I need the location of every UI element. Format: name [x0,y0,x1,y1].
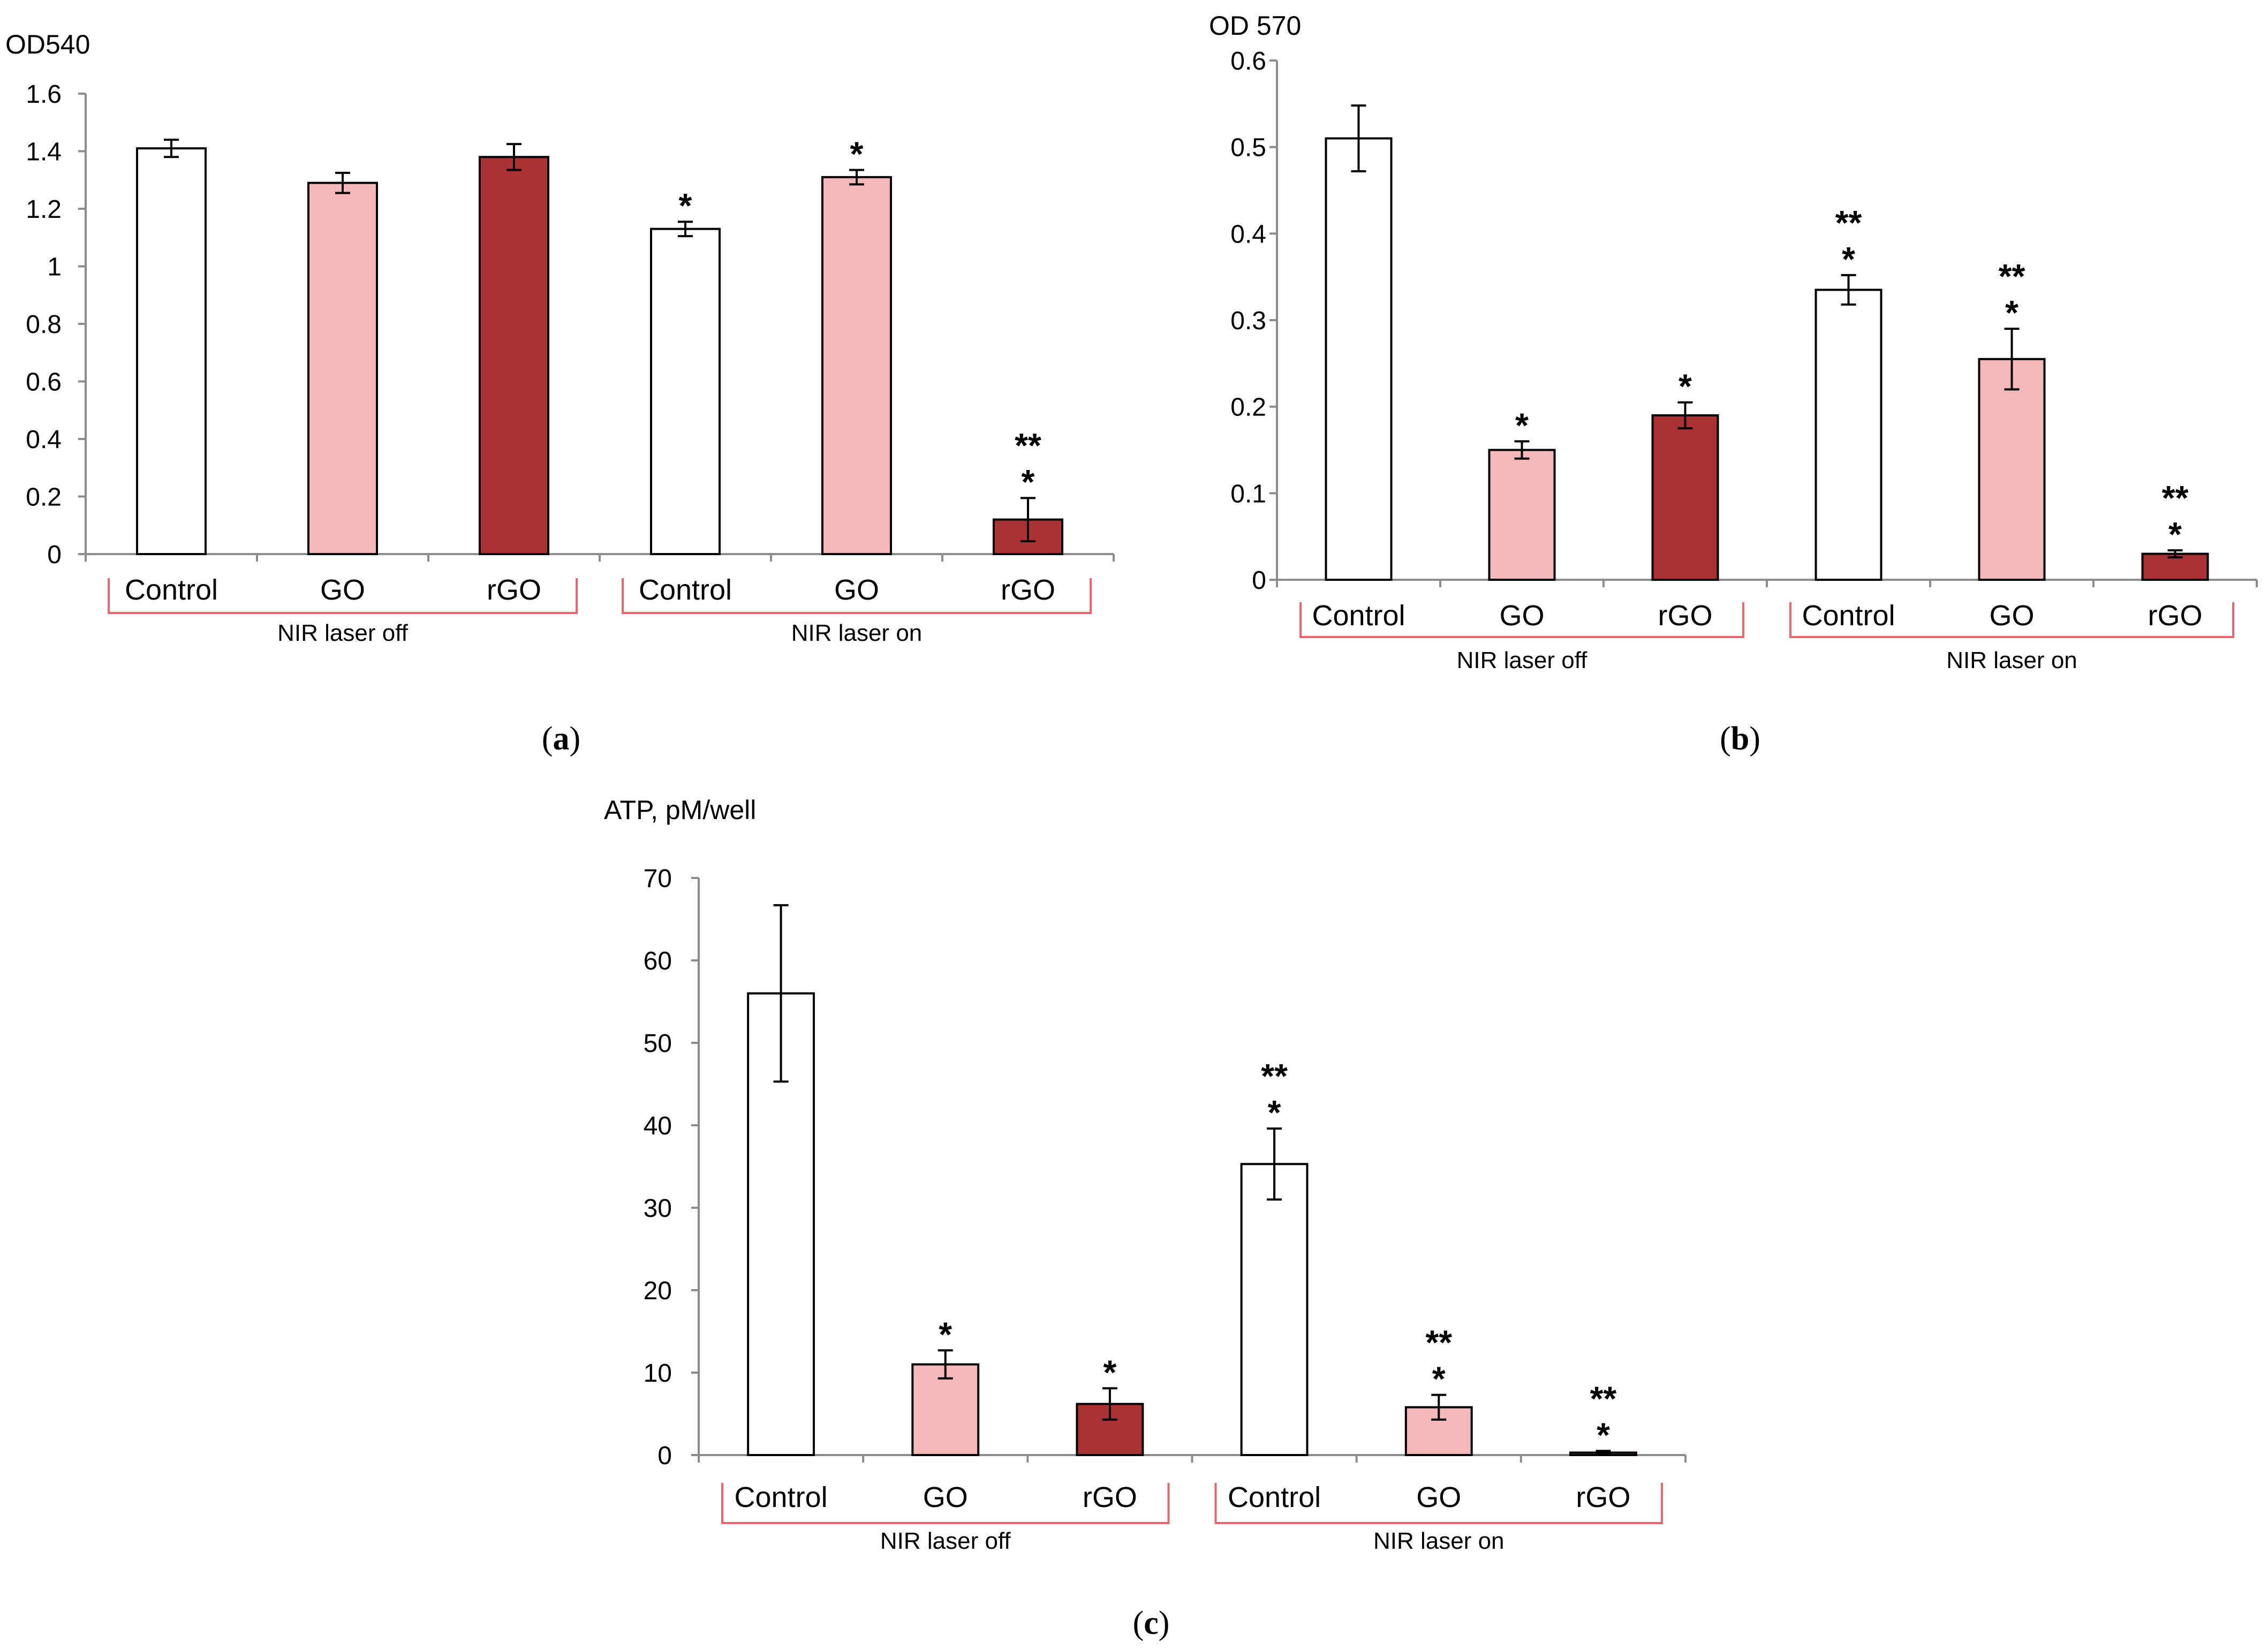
significance-c-3-1: * [1268,1093,1281,1132]
significance-b-3-0: ** [1835,203,1862,242]
significance-c-1-0: * [939,1315,952,1353]
category-label-c-0: Control [735,1481,828,1513]
y-tick-label-b-3: 0.3 [1230,307,1266,335]
y-axis-title-c: ATP, pM/well [604,795,756,825]
significance-c-4-0: ** [1425,1323,1452,1362]
category-label-c-4: GO [1416,1481,1461,1513]
y-tick-label-b-2: 0.2 [1230,393,1266,422]
y-tick-label-a-5: 1 [47,253,62,282]
category-label-a-3: Control [639,574,732,606]
category-label-a-2: rGO [487,574,541,606]
panel-label-a: (a) [542,721,580,757]
category-label-b-1: GO [1499,600,1544,632]
group-bracket-a-1 [622,578,1092,614]
bar-c-3 [1240,1163,1309,1456]
significance-b-2-0: * [1679,367,1692,406]
y-axis-title-a: OD540 [5,29,90,59]
bar-b-3 [1815,289,1883,581]
category-label-b-5: rGO [2148,600,2203,632]
significance-b-5-1: * [2168,515,2182,554]
y-tick-label-a-6: 1.2 [26,195,62,224]
y-tick-label-a-0: 0 [47,541,62,569]
category-label-a-1: GO [320,574,365,606]
y-axis-title-b: OD 570 [1209,11,1301,41]
significance-c-2-0: * [1103,1353,1116,1391]
panel-a-chart: OD540 0 0.2 0.4 0.6 0.8 1 1.2 1.4 1.6 Control GO rGO… [5,29,1115,646]
category-label-c-5: rGO [1576,1481,1630,1513]
group-bracket-c-1 [1214,1483,1663,1524]
significance-c-4-1: * [1432,1360,1446,1398]
category-label-a-0: Control [125,574,218,606]
group-label-a-1: NIR laser on [791,620,923,646]
y-tick-label-b-1: 0.1 [1230,480,1266,508]
category-label-c-2: rGO [1083,1481,1137,1513]
bar-b-4 [1978,358,2046,581]
bar-b-0 [1325,137,1393,581]
significance-b-5-0: ** [2162,479,2189,517]
y-tick-label-a-4: 0.8 [26,310,62,339]
y-tick-label-b-0: 0 [1252,566,1266,595]
y-tick-label-b-5: 0.5 [1230,134,1266,162]
category-label-a-5: rGO [1001,574,1055,606]
y-tick-label-b-6: 0.6 [1230,47,1266,75]
significance-b-4-1: * [2005,293,2018,332]
bar-a-4 [821,176,892,555]
bar-a-0 [136,147,207,555]
panel-c-chart: ATP, pM/well 0 10 20 30 40 50 60 70 Control * GO * rG… [604,795,1687,1554]
bar-a-2 [479,156,549,555]
significance-c-5-1: * [1597,1415,1610,1454]
significance-a-3-0: * [679,186,692,225]
y-tick-label-a-1: 0.2 [26,483,62,512]
group-bracket-a-0 [108,578,578,614]
y-tick-label-b-4: 0.4 [1230,220,1266,248]
y-tick-label-c-5: 50 [644,1029,672,1058]
y-tick-label-a-3: 0.6 [26,368,62,397]
group-label-a-0: NIR laser off [277,620,408,646]
panel-b-chart: OD 570 0 0.1 0.2 0.3 0.4 0.5 0.6 Control * GO * rGO *… [1209,11,2258,673]
group-label-b-0: NIR laser off [1457,647,1587,673]
significance-c-5-0: ** [1590,1379,1617,1418]
significance-b-3-1: * [1842,240,1855,278]
category-label-a-4: GO [834,574,879,606]
category-label-c-1: GO [923,1481,968,1513]
significance-b-1-0: * [1515,406,1529,444]
y-tick-label-a-2: 0.4 [26,426,62,454]
group-bracket-c-0 [721,1483,1170,1524]
y-tick-label-a-7: 1.4 [26,138,62,166]
significance-a-5-0: ** [1015,426,1041,465]
group-bracket-b-0 [1299,602,1744,638]
significance-b-4-0: ** [1999,257,2025,296]
category-label-b-2: rGO [1658,600,1713,632]
y-tick-label-c-4: 40 [644,1112,672,1140]
group-label-c-0: NIR laser off [880,1528,1011,1554]
y-tick-label-c-0: 0 [657,1442,672,1470]
category-label-c-3: Control [1228,1481,1321,1513]
bar-a-3 [650,228,721,555]
group-label-c-1: NIR laser on [1373,1528,1505,1554]
y-tick-label-a-8: 1.6 [26,80,62,109]
y-tick-label-c-2: 20 [644,1277,672,1305]
y-tick-label-c-6: 60 [644,947,672,975]
category-label-b-4: GO [1989,600,2034,632]
y-tick-label-c-1: 10 [644,1359,672,1388]
group-bracket-b-1 [1789,602,2234,638]
panel-label-c: (c) [1133,1605,1170,1641]
group-label-b-1: NIR laser on [1946,647,2077,673]
y-tick-label-c-7: 70 [644,865,672,893]
significance-c-3-0: ** [1261,1057,1288,1095]
panel-label-b: (b) [1720,721,1760,757]
bar-b-1 [1488,449,1556,581]
bar-b-2 [1651,414,1719,581]
significance-a-5-1: * [1022,463,1035,501]
category-label-b-0: Control [1312,600,1405,632]
significance-a-4-0: * [850,134,864,173]
bar-a-1 [307,181,378,555]
y-tick-label-c-3: 30 [644,1194,672,1223]
category-label-b-3: Control [1802,600,1895,632]
